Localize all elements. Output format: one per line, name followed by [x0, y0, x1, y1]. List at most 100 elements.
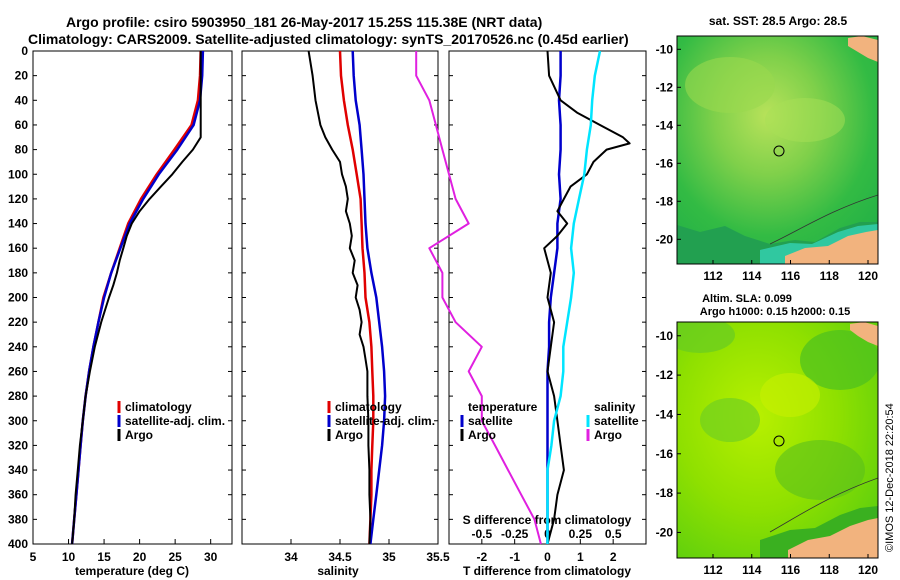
sst-map-title: sat. SST: 28.5 Argo: 28.5 — [709, 14, 848, 28]
difference-legend: temperature satellite Argo salinity sate… — [460, 400, 639, 442]
sst-lat-tick-labels: -10 -12 -14 -16 -18 -20 — [656, 42, 681, 246]
sla-map — [677, 322, 878, 558]
x-tick-label: 30 — [204, 550, 218, 564]
legend-label-argo: Argo — [335, 428, 363, 442]
series-line-argo — [307, 50, 372, 545]
legend-label-t-satellite: satellite — [468, 414, 513, 428]
lon-tick-label: 114 — [742, 563, 762, 577]
lat-tick-label: -16 — [656, 447, 674, 461]
lat-tick-label: -12 — [656, 80, 674, 94]
series-line-climatology — [338, 50, 375, 545]
sla-map-frame — [676, 321, 879, 559]
depth-tick-label: 80 — [15, 143, 29, 157]
lon-tick-label: 120 — [858, 563, 878, 577]
lon-tick-label: 112 — [703, 563, 723, 577]
legend-title-salinity: salinity — [594, 400, 636, 414]
legend-label-satellite: satellite-adj. clim. — [335, 414, 435, 428]
depth-tick-label: 20 — [15, 69, 29, 83]
sla-low-patch — [700, 398, 760, 442]
lat-tick-label: -10 — [656, 329, 674, 343]
x-tick-label: -2 — [476, 550, 487, 564]
x-tick-label: 35.5 — [426, 550, 450, 564]
sla-low-patch — [775, 440, 865, 500]
series-line-s-argo — [415, 51, 542, 545]
legend-label-s-satellite: satellite — [594, 414, 639, 428]
x-tick-label: 34.5 — [328, 550, 352, 564]
depth-tick-label: 360 — [8, 488, 28, 502]
x-tick-label: 20 — [133, 550, 147, 564]
s-diff-tick-label: 0.25 — [569, 527, 593, 541]
series-line-s-satellite — [546, 50, 602, 544]
lat-tick-label: -18 — [656, 486, 674, 500]
x-tick-label: 2 — [610, 550, 617, 564]
legend-label-satellite: satellite-adj. clim. — [125, 414, 225, 428]
temperature-tick-labels: 5 10 15 20 25 30 — [30, 539, 218, 564]
sst-lon-tick-labels: 112 114 116 118 120 — [703, 260, 878, 283]
sla-low-patch — [677, 322, 735, 353]
x-tick-label: 5 — [30, 550, 37, 564]
legend-label-t-argo: Argo — [468, 428, 496, 442]
legend-title-temperature: temperature — [468, 400, 538, 414]
lon-tick-label: 116 — [781, 563, 801, 577]
sla-lon-tick-labels: 112 114 116 118 120 — [703, 554, 878, 577]
depth-tick-label: 60 — [15, 118, 29, 132]
depth-tick-label: 340 — [8, 463, 28, 477]
sla-low-patch — [800, 330, 878, 390]
s-diff-tick-label: -0.5 — [471, 527, 492, 541]
x-tick-label: 0 — [544, 550, 551, 564]
series-line-t-satellite — [546, 51, 562, 544]
depth-tick-labels: 0 20 40 60 80 100 120 140 160 180 200 220 240 260 280 3… — [8, 44, 646, 551]
legend-label-s-argo: Argo — [594, 428, 622, 442]
salinity-xlabel: salinity — [317, 564, 359, 578]
depth-tick-label: 180 — [8, 266, 28, 280]
series-line-satellite-adj-clim- — [351, 50, 387, 545]
sla-high-patch — [760, 373, 820, 417]
sla-bathymetry-contour — [769, 477, 878, 533]
sla-map-title-line-1: Altim. SLA: 0.099 — [702, 293, 792, 305]
x-tick-label: 15 — [97, 550, 111, 564]
title-line-2: Climatology: CARS2009. Satellite-adjuste… — [28, 31, 629, 47]
lat-tick-label: -20 — [656, 525, 674, 539]
sst-warm-patch — [685, 57, 775, 113]
depth-tick-label: 220 — [8, 315, 28, 329]
sla-map-title-line-2: Argo h1000: 0.15 h2000: 0.15 — [700, 306, 850, 318]
imos-credit: ©IMOS 12-Dec-2018 22:20:54 — [884, 403, 896, 552]
sst-warm-patch — [765, 98, 845, 142]
x-tick-label: 25 — [168, 550, 182, 564]
depth-tick-label: 40 — [15, 93, 29, 107]
depth-tick-label: 120 — [8, 192, 28, 206]
difference-tick-labels: -2 -1 0 1 2 — [476, 539, 617, 564]
sst-argo-position-marker — [773, 145, 785, 157]
depth-tick-label: 0 — [21, 44, 28, 58]
x-tick-label: -1 — [509, 550, 520, 564]
lon-tick-label: 116 — [781, 269, 801, 283]
x-tick-label: 34 — [284, 550, 298, 564]
legend-label-climatology: climatology — [335, 400, 402, 414]
sst-land-island — [848, 36, 878, 62]
depth-tick-label: 400 — [8, 537, 28, 551]
sla-lat-tick-labels: -10 -12 -14 -16 -18 -20 — [656, 329, 681, 539]
depth-tick-label: 300 — [8, 414, 28, 428]
t-difference-xlabel: T difference from climatology — [463, 564, 631, 578]
temperature-legend: climatology satellite-adj. clim. Argo — [117, 400, 225, 442]
sst-map — [677, 36, 878, 264]
depth-tick-label: 240 — [8, 340, 28, 354]
sst-bathymetry-contour — [769, 194, 878, 245]
salinity-tick-labels: 34 34.5 35 35.5 — [284, 539, 450, 564]
legend-label-climatology: climatology — [125, 400, 192, 414]
sla-land-coast — [788, 518, 878, 558]
x-tick-label: 35 — [382, 550, 396, 564]
depth-tick-label: 320 — [8, 438, 28, 452]
depth-tick-label: 100 — [8, 167, 28, 181]
profile-series — [70, 50, 631, 545]
depth-tick-label: 280 — [8, 389, 28, 403]
lat-tick-label: -14 — [656, 407, 674, 421]
salinity-legend: climatology satellite-adj. clim. Argo — [327, 400, 435, 442]
lon-tick-label: 120 — [858, 269, 878, 283]
lat-tick-label: -16 — [656, 156, 674, 170]
x-tick-label: 1 — [577, 550, 584, 564]
series-line-t-argo — [543, 50, 631, 545]
salinity-panel — [241, 50, 439, 545]
lat-tick-label: -18 — [656, 194, 674, 208]
